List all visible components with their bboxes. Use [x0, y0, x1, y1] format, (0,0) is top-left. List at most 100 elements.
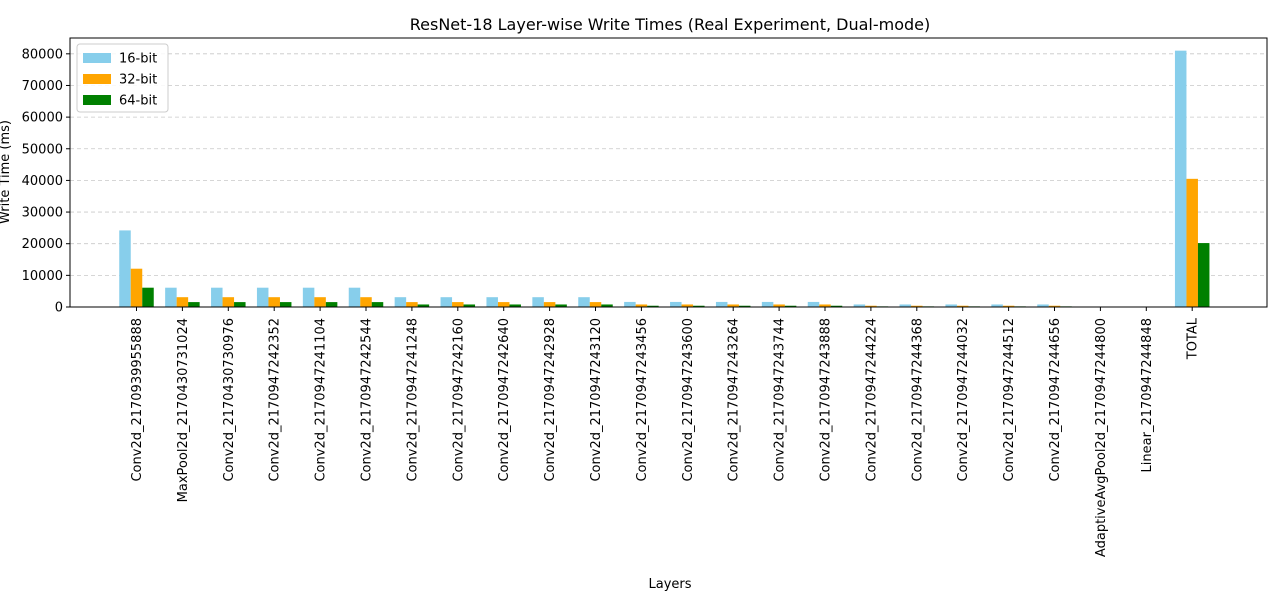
- chart-title: ResNet-18 Layer-wise Write Times (Real E…: [410, 15, 930, 34]
- y-tick-label: 80000: [22, 47, 63, 62]
- bar-16-bit: [991, 304, 1003, 307]
- bar-32-bit: [176, 297, 189, 307]
- bar-16-bit: [211, 287, 223, 307]
- x-tick-label: Conv2d_2170947243600: [681, 318, 696, 482]
- bar-32-bit: [911, 305, 923, 307]
- bar-64-bit: [555, 304, 567, 307]
- bar-64-bit: [509, 304, 521, 307]
- bar-32-bit: [727, 304, 739, 307]
- y-axis: 0 10000 20000 30000 40000 50000 60000 70000 8000…: [22, 47, 70, 316]
- bar-32-bit: [1186, 178, 1198, 307]
- bar-64-bit: [279, 302, 292, 307]
- x-tick-label: Conv2d_2170947243120: [589, 318, 604, 482]
- bar-16-bit: [670, 301, 682, 307]
- bar-32-bit: [1048, 305, 1061, 307]
- bar-64-bit: [325, 302, 338, 307]
- legend-label: 16-bit: [119, 52, 157, 67]
- bar-32-bit: [589, 302, 602, 307]
- bar-64-bit: [647, 305, 659, 307]
- legend-swatch: [83, 74, 111, 84]
- bar-16-bit: [945, 304, 957, 307]
- x-tick-label: Conv2d_2170947241248: [405, 318, 420, 482]
- legend: 16-bit 32-bit 64-bit: [76, 43, 169, 113]
- bar-16-bit: [119, 230, 131, 307]
- y-tick-label: 50000: [22, 142, 63, 157]
- x-tick-label: Conv2d_2170947244512: [1002, 318, 1017, 482]
- bar-16-bit: [348, 287, 361, 307]
- bar-64-bit: [738, 305, 751, 307]
- bar-32-bit: [1002, 305, 1015, 307]
- bar-16-bit: [715, 301, 728, 307]
- bar-32-bit: [681, 304, 694, 307]
- bar-64-bit: [188, 302, 200, 307]
- bar-64-bit: [234, 302, 246, 307]
- bar-16-bit: [578, 297, 590, 307]
- bar-16-bit: [302, 287, 315, 307]
- x-tick-label: Conv2d_2170947243264: [727, 318, 742, 482]
- bar-32-bit: [819, 304, 831, 307]
- y-tick-label: 0: [55, 301, 63, 316]
- bar-32-bit: [497, 302, 510, 307]
- x-tick-label: Conv2d_2170947242544: [360, 318, 375, 482]
- bar-16-bit: [899, 304, 912, 307]
- bar-16-bit: [624, 301, 636, 307]
- bar-32-bit: [773, 304, 785, 307]
- bars: [119, 50, 1210, 308]
- bar-16-bit: [394, 297, 407, 307]
- bar-16-bit: [761, 301, 774, 307]
- bar-64-bit: [784, 305, 797, 307]
- x-tick-label: Conv2d_2170947242928: [543, 318, 558, 482]
- x-tick-label: MaxPool2d_2170430731024: [176, 318, 191, 502]
- bar-32-bit: [452, 302, 464, 307]
- bar-16-bit: [440, 297, 453, 307]
- x-tick-label: Conv2d_2170939955888: [130, 318, 145, 482]
- y-tick-label: 60000: [22, 111, 63, 126]
- bar-16-bit: [256, 287, 269, 307]
- x-tick-label: Conv2d_2170947243456: [635, 318, 650, 482]
- bar-16-bit: [1174, 50, 1187, 308]
- bar-64-bit: [463, 304, 476, 307]
- x-tick-label: Conv2d_2170947244224: [864, 318, 879, 482]
- x-tick-label: Linear_2170947244848: [1140, 318, 1155, 472]
- bar-32-bit: [956, 305, 969, 307]
- legend-swatch: [83, 53, 111, 63]
- bar-32-bit: [406, 302, 418, 307]
- x-tick-label: Conv2d_2170947243744: [773, 318, 788, 482]
- x-tick-label: TOTAL: [1186, 317, 1201, 360]
- y-tick-label: 40000: [22, 174, 63, 189]
- y-tick-label: 10000: [22, 269, 63, 284]
- bar-32-bit: [543, 302, 556, 307]
- bar-32-bit: [360, 297, 372, 307]
- bar-64-bit: [830, 305, 843, 307]
- bar-64-bit: [142, 287, 154, 307]
- x-tick-label: Conv2d_2170947241104: [314, 318, 329, 482]
- bar-16-bit: [532, 297, 544, 307]
- bar-32-bit: [635, 304, 648, 307]
- bar-16-bit: [853, 304, 866, 307]
- x-tick-label: AdaptiveAvgPool2d_2170947244800: [1094, 318, 1109, 557]
- x-tick-label: Conv2d_2170947244032: [956, 318, 971, 482]
- bar-32-bit: [130, 268, 143, 307]
- bar-16-bit: [165, 287, 177, 307]
- legend-label: 64-bit: [119, 94, 157, 109]
- bar-16-bit: [807, 301, 820, 307]
- bar-16-bit: [1037, 304, 1049, 307]
- bar-32-bit: [314, 297, 326, 307]
- y-axis-label: Write Time (ms): [0, 120, 13, 224]
- bar-32-bit: [865, 305, 877, 307]
- x-tick-label: Conv2d_2170947242640: [497, 318, 512, 482]
- legend-label: 32-bit: [119, 73, 157, 88]
- x-tick-label: Conv2d_2170947244368: [910, 318, 925, 482]
- grid: [70, 53, 1267, 308]
- bar-64-bit: [601, 304, 613, 307]
- bar-16-bit: [486, 297, 498, 307]
- x-tick-label: Conv2d_2170430730976: [222, 318, 237, 482]
- x-tick-label: Conv2d_2170947244656: [1048, 318, 1063, 482]
- x-tick-label: Conv2d_2170947243888: [819, 318, 834, 482]
- bar-64-bit: [371, 302, 384, 307]
- bar-64-bit: [1197, 243, 1210, 307]
- bar-32-bit: [268, 297, 280, 307]
- x-tick-label: Conv2d_2170947242352: [268, 318, 283, 482]
- plot-frame: [69, 37, 1268, 308]
- x-tick-label: Conv2d_2170947242160: [451, 318, 466, 482]
